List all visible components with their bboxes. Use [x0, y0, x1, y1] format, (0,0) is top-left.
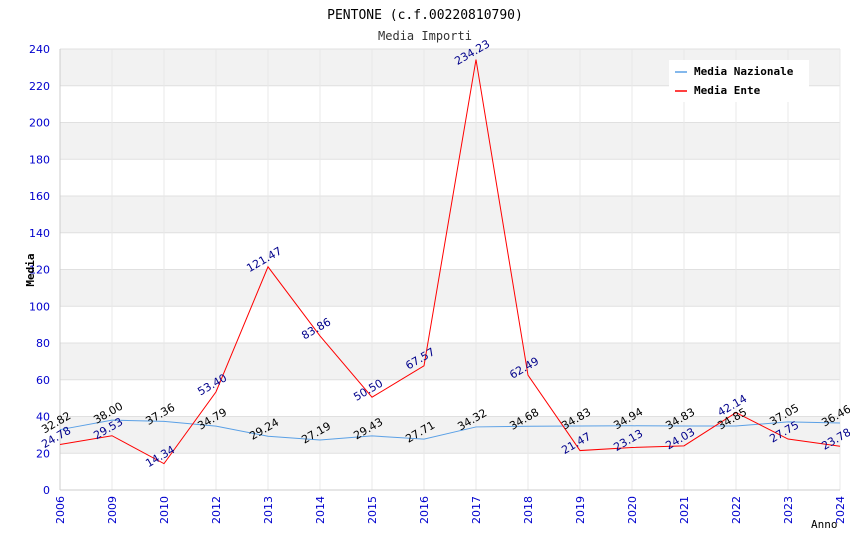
- chart-title: PENTONE (c.f.00220810790): [327, 8, 523, 23]
- y-tick-label: 100: [29, 300, 50, 313]
- x-tick-label: 2021: [678, 496, 691, 524]
- y-tick-label: 240: [29, 43, 50, 56]
- x-tick-label: 2015: [366, 496, 379, 524]
- grid-band: [60, 269, 840, 307]
- series-line-1: [59, 59, 841, 465]
- y-tick-label: 120: [29, 264, 50, 277]
- data-labels: 32.82 38.00 37.36 34.79 29.24 27.19 29.43 27.71…: [39, 37, 850, 470]
- x-tick-label: 2020: [626, 496, 639, 524]
- x-tick-label: 2014: [314, 496, 327, 524]
- x-tick-label: 2016: [418, 496, 431, 524]
- y-tick-label: 20: [36, 447, 50, 460]
- y-tick-label: 180: [29, 153, 50, 166]
- x-tick-label: 2024: [834, 496, 847, 524]
- grid-bands: [60, 49, 840, 454]
- legend-label-media-nazionale: Media Nazionale: [694, 65, 794, 78]
- x-tick-label: 2013: [262, 496, 275, 524]
- axes: [59, 49, 840, 491]
- x-tick-label: 2022: [730, 496, 743, 524]
- y-tick-label: 60: [36, 374, 50, 387]
- grid-band: [60, 416, 840, 454]
- x-tick-label: 2017: [470, 496, 483, 524]
- series-line-0: [59, 419, 841, 441]
- x-tick-label: 2010: [158, 496, 171, 524]
- legend-label-media-ente: Media Ente: [694, 84, 761, 97]
- legend-box: [669, 60, 809, 102]
- y-tick-label: 140: [29, 227, 50, 240]
- grid-band: [60, 122, 840, 160]
- x-tick-label: 2006: [54, 496, 67, 524]
- y-tick-labels: 0 20 40 60 80 100 120 140 160 180 200 220 240: [29, 43, 50, 497]
- x-tick-label: 2009: [106, 496, 119, 524]
- y-tick-label: 200: [29, 117, 50, 130]
- y-axis-label: Media: [24, 253, 37, 286]
- data-label: 50.50: [351, 377, 385, 404]
- y-tick-label: 80: [36, 337, 50, 350]
- grid-band: [60, 343, 840, 380]
- series-lines: [59, 59, 841, 465]
- y-tick-label: 40: [36, 411, 50, 424]
- y-tick-label: 220: [29, 80, 50, 93]
- legend: Media Nazionale Media Ente: [669, 60, 809, 102]
- data-label: 83.86: [299, 315, 333, 342]
- x-tick-label: 2023: [782, 496, 795, 524]
- x-tick-labels: 2006 2009 2010 2012 2013 2014 2015 2016 2017 2018…: [54, 496, 847, 524]
- chart-subtitle: Media Importi: [378, 29, 472, 43]
- x-tick-label: 2018: [522, 496, 535, 524]
- y-tick-label: 0: [43, 484, 50, 497]
- x-tick-label: 2012: [210, 496, 223, 524]
- x-tick-label: 2019: [574, 496, 587, 524]
- y-tick-label: 160: [29, 190, 50, 203]
- x-axis-label: Anno: [811, 518, 838, 531]
